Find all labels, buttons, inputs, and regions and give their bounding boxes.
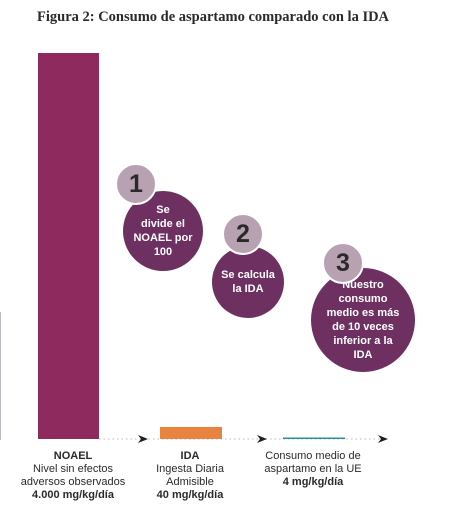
step-2-line-1: Se calcula (221, 269, 275, 281)
category-label-noael: NOAEL Nivel sin efectos adversos observa… (8, 450, 138, 502)
noael-name: NOAEL (53, 450, 93, 462)
ida-value: 40 mg/kg/día (156, 489, 224, 501)
ida-desc-2: Admisible (166, 476, 214, 488)
step-1-line-3: NOAEL por (133, 232, 193, 244)
arrowhead-icon (257, 435, 267, 443)
step-3-line-5: inferior a la (333, 335, 393, 347)
step-1-number-badge: 1 (115, 163, 157, 205)
category-label-consumo: Consumo medio de aspartamo en la UE 4 mg… (250, 450, 376, 489)
bar-ida (160, 427, 222, 439)
step-3-number-badge: 3 (322, 242, 364, 284)
step-3-bubble: Nuestro consumo medio es más de 10 veces… (311, 268, 415, 372)
arrowhead-icon (138, 435, 148, 443)
step-3-line-1: Nuestro (342, 279, 384, 291)
step-1-line-2: divide el (140, 218, 185, 230)
noael-desc-1: Nivel sin efectos (32, 463, 114, 475)
category-label-ida: IDA Ingesta Diaria Admisible 40 mg/kg/dí… (138, 450, 242, 502)
ida-name: IDA (180, 450, 200, 462)
step-3-line-6: IDA (353, 349, 373, 361)
step-2-number-badge: 2 (222, 213, 264, 255)
consumo-desc-2: aspartamo en la UE (264, 463, 362, 475)
ida-desc-1: Ingesta Diaria (156, 463, 224, 475)
step-1-line-4: 100 (153, 246, 173, 258)
step-1-line-1: Se (156, 204, 170, 216)
left-rule (0, 312, 1, 440)
consumo-desc-1: Consumo medio de (265, 450, 361, 462)
step-2-bubble: Se calcula la IDA (212, 246, 284, 318)
noael-value: 4.000 mg/kg/día (32, 489, 114, 501)
step-2-line-2: la IDA (232, 283, 264, 295)
arrowhead-icon (378, 435, 388, 443)
bar-consumo (283, 437, 345, 439)
noael-desc-2: adversos observados (20, 476, 126, 488)
step-3-line-4: de 10 veces (332, 321, 394, 333)
bar-noael (38, 53, 99, 439)
step-3-line-2: consumo (338, 293, 388, 305)
consumo-value: 4 mg/kg/día (282, 476, 344, 488)
step-3-line-3: medio es más (326, 307, 400, 319)
figure-title: Figura 2: Consumo de aspartamo comparado… (37, 9, 390, 25)
